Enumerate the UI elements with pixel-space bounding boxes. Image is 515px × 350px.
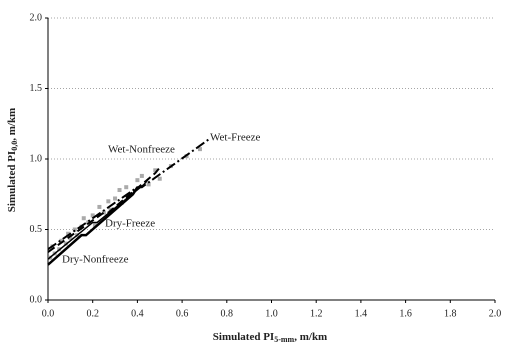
x-tick-label: 1.0 — [265, 308, 278, 319]
scatter-point — [157, 176, 162, 181]
scatter-point — [90, 213, 95, 218]
x-tick-label: 1.2 — [310, 308, 323, 319]
scatter-point — [146, 182, 151, 187]
x-tick-label: 1.8 — [444, 308, 457, 319]
x-tick-label: 0.4 — [131, 308, 144, 319]
y-tick-label: 1.0 — [30, 153, 43, 164]
y-title-suffix: , m/km — [6, 108, 18, 141]
x-tick-label: 0.2 — [86, 308, 99, 319]
x-axis-title: Simulated PI5-mm, m/km — [213, 331, 327, 344]
scatter-point — [135, 178, 140, 183]
series-label: Wet-Freeze — [210, 132, 261, 144]
scatter-point — [92, 223, 97, 228]
series-line — [47, 166, 161, 253]
scatter-point — [113, 196, 118, 201]
scatter-point — [124, 185, 129, 190]
y-tick-label: 2.0 — [30, 12, 43, 23]
scatter-point — [117, 188, 122, 193]
scatter-point — [139, 173, 144, 178]
x-tick-label: 1.6 — [399, 308, 412, 319]
y-title-text: Simulated PI — [6, 151, 18, 212]
x-tick-label: 1.4 — [355, 308, 368, 319]
scatter-point — [81, 216, 86, 221]
scatter-point — [72, 227, 77, 232]
x-tick-label: 0.0 — [42, 308, 55, 319]
y-tick-label: 0.5 — [30, 224, 43, 235]
series-line — [47, 138, 210, 251]
series-label: Dry-Nonfreeze — [62, 254, 129, 266]
scatter-point — [101, 210, 106, 215]
series-label: Dry-Freeze — [105, 218, 155, 230]
scatter-point — [66, 231, 71, 236]
y-title-sub: 0,0 — [10, 141, 19, 151]
x-title-sub: 5-mm — [274, 335, 294, 344]
y-axis-title: Simulated PI0,0, m/km — [6, 108, 19, 212]
x-title-text: Simulated PI — [213, 331, 274, 343]
y-tick-label: 0.0 — [30, 294, 43, 305]
scatter-point — [68, 235, 73, 240]
scatter-point — [106, 199, 111, 204]
scatter-point — [59, 238, 64, 243]
scatter-point — [97, 204, 102, 209]
y-tick-label: 1.5 — [30, 83, 43, 94]
series-label: Wet-Nonfreeze — [108, 144, 175, 156]
scatter-point — [197, 147, 202, 152]
x-tick-label: 0.6 — [176, 308, 189, 319]
scatter-point — [153, 168, 158, 173]
x-tick-label: 2.0 — [489, 308, 502, 319]
x-title-suffix: , m/km — [294, 331, 327, 343]
x-tick-label: 0.8 — [221, 308, 234, 319]
